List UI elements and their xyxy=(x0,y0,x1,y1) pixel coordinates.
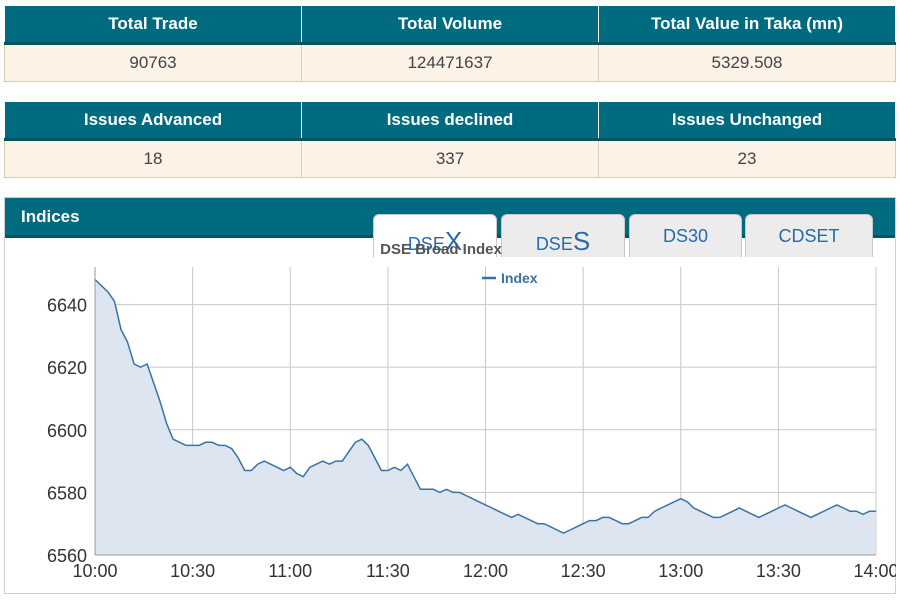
issues-declined-value: 337 xyxy=(301,139,599,178)
total-value-value: 5329.508 xyxy=(598,43,896,82)
tab-ds30-label: DS30 xyxy=(662,226,709,246)
tab-dses-suffix: S xyxy=(572,226,591,256)
y-tick-label: 6620 xyxy=(47,358,87,378)
x-tick-label: 10:00 xyxy=(72,561,117,581)
tab-dses-prefix: DSE xyxy=(535,234,573,254)
x-tick-label: 13:00 xyxy=(658,561,703,581)
market-summary-table: Total Trade Total Volume Total Value in … xyxy=(4,5,896,82)
total-trade-value: 90763 xyxy=(4,43,302,82)
index-series-area xyxy=(95,279,876,555)
issues-advanced-value: 18 xyxy=(4,139,302,178)
tab-ds30[interactable]: DS30 xyxy=(629,214,742,257)
chart-legend: Index xyxy=(482,270,538,286)
chart-axes: 10:00 10:30 11:00 11:30 12:00 12:30 13:00 13:30… xyxy=(47,267,896,581)
tab-cdset[interactable]: CDSET xyxy=(745,214,873,257)
total-trade-header: Total Trade xyxy=(4,5,302,45)
x-tick-label: 11:30 xyxy=(366,561,410,581)
x-tick-label: 14:00 xyxy=(853,561,896,581)
tab-dses[interactable]: DSES xyxy=(501,214,625,257)
chart-title: DSE Broad Index xyxy=(380,241,502,258)
total-value-header: Total Value in Taka (mn) xyxy=(598,5,896,45)
total-volume-value: 124471637 xyxy=(301,43,599,82)
x-tick-label: 12:30 xyxy=(561,561,606,581)
indices-title: Indices xyxy=(21,207,80,226)
issues-advanced-header: Issues Advanced xyxy=(4,101,302,141)
y-tick-label: 6560 xyxy=(47,546,87,566)
issues-unchanged-value: 23 xyxy=(598,139,896,178)
x-tick-label: 10:30 xyxy=(170,561,215,581)
total-volume-header: Total Volume xyxy=(301,5,599,45)
y-tick-label: 6580 xyxy=(47,483,87,503)
tab-dsex-suffix: X xyxy=(444,226,463,256)
y-tick-label: 6600 xyxy=(47,421,87,441)
issues-unchanged-header: Issues Unchanged xyxy=(598,101,896,141)
x-tick-label: 12:00 xyxy=(463,561,508,581)
y-tick-label: 6640 xyxy=(47,296,87,316)
issues-declined-header: Issues declined xyxy=(301,101,599,141)
issues-table: Issues Advanced Issues declined Issues U… xyxy=(4,101,896,178)
tab-dsex[interactable]: DSEX xyxy=(373,214,497,257)
x-tick-label: 11:00 xyxy=(268,561,312,581)
legend-label-index: Index xyxy=(501,270,538,286)
index-series-line xyxy=(94,278,876,534)
index-chart: DSE Broad Index 10:00 10:30 11:00 11:30 12:0… xyxy=(47,241,896,581)
tab-cdset-label: CDSET xyxy=(778,226,840,246)
x-tick-label: 13:30 xyxy=(756,561,801,581)
tab-dsex-prefix: DSE xyxy=(407,234,445,254)
